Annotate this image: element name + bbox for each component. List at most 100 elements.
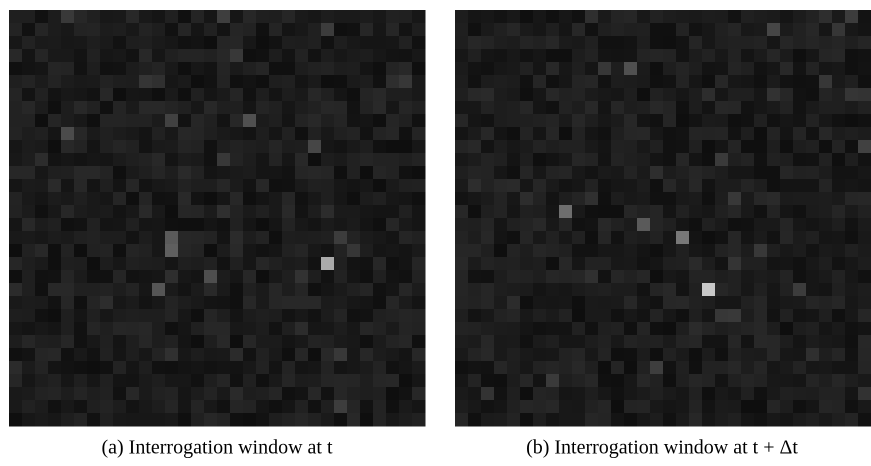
pixel [139,88,153,102]
pixel [741,88,755,102]
pixel [481,23,495,37]
pixel [386,36,400,50]
pixel [412,88,426,102]
pixel [360,257,374,271]
pixel [399,322,413,336]
pixel [360,296,374,310]
pixel [780,374,794,388]
pixel [676,179,690,193]
pixel [507,114,521,128]
pixel [637,374,651,388]
pixel [611,413,625,427]
pixel [204,244,218,258]
pixel [611,127,625,141]
pixel [204,192,218,206]
pixel [572,348,586,362]
pixel [663,309,677,323]
pixel [741,348,755,362]
pixel [87,179,101,193]
pixel [819,101,833,115]
pixel [386,49,400,63]
pixel [650,218,664,232]
pixel [321,114,335,128]
pixel [715,413,729,427]
pixel [321,335,335,349]
pixel [793,361,807,375]
pixel [494,244,508,258]
pixel [806,400,820,414]
pixel [624,101,638,115]
pixel [494,205,508,219]
pixel [819,322,833,336]
pixel [87,218,101,232]
pixel [61,140,75,154]
pixel [321,205,335,219]
pixel [572,205,586,219]
pixel [74,179,88,193]
pixel [507,10,521,24]
pixel [507,153,521,167]
pixel [715,348,729,362]
pixel [295,101,309,115]
pixel [152,322,166,336]
pixel [412,218,426,232]
pixel [230,179,244,193]
pixel [715,361,729,375]
pixel [754,387,768,401]
pixel [35,257,49,271]
pixel [204,140,218,154]
pixel [559,192,573,206]
pixel [347,361,361,375]
pixel [256,192,270,206]
pixel [455,36,469,50]
pixel [767,231,781,245]
pixel [204,296,218,310]
pixel [269,309,283,323]
pixel [611,322,625,336]
pixel [269,166,283,180]
pixel [256,114,270,128]
pixel [494,140,508,154]
pixel [9,322,23,336]
pixel [637,88,651,102]
pixel [35,231,49,245]
pixel [767,400,781,414]
pixel [663,244,677,258]
pixel [728,140,742,154]
pixel [139,309,153,323]
pixel [399,244,413,258]
pixel [165,296,179,310]
pixel [48,166,62,180]
pixel [702,374,716,388]
pixel [793,257,807,271]
pixel [61,296,75,310]
pixel [754,101,768,115]
pixel [754,361,768,375]
pixel [533,257,547,271]
pixel [100,296,114,310]
pixel [217,166,231,180]
pixel [334,114,348,128]
pixel [455,296,469,310]
pixel [611,335,625,349]
pixel [22,166,36,180]
pixel [139,231,153,245]
pixel [204,335,218,349]
pixel [126,270,140,284]
pixel [152,257,166,271]
pixel [295,127,309,141]
pixel [334,374,348,388]
pixel [230,257,244,271]
pixel [741,205,755,219]
pixel [845,400,859,414]
pixel [819,192,833,206]
pixel [269,413,283,427]
pixel [663,179,677,193]
pixel [113,140,127,154]
pixel [61,374,75,388]
pixel [321,231,335,245]
pixel [74,62,88,76]
pixel [624,270,638,284]
pixel [455,270,469,284]
pixel [546,140,560,154]
